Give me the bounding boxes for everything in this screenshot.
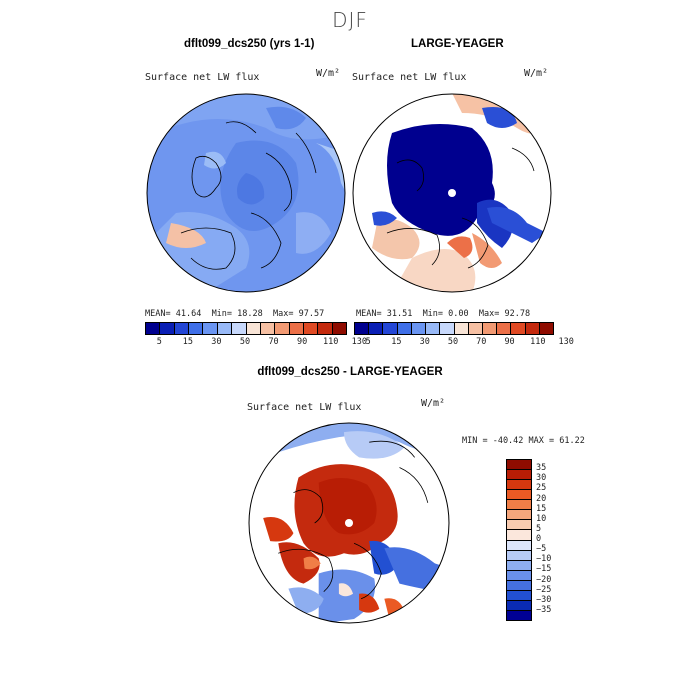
colorbar-tick-label: 110 [323,337,339,347]
left-panel-title: dflt099_dcs250 (yrs 1-1) [184,38,315,50]
diff-colorbar-ticks: 35 30 25 20 15 10 5 0 −5 −10 −15 −20 −25 −30 −35 [536,459,586,621]
left-stats: MEAN= 41.64 Min= 18.28 Max= 97.57 [145,309,325,319]
colorbar-tick-label: 10 [536,513,547,524]
colorbar-tick-label: −25 [536,584,552,595]
colorbar-tick-label: 130 [351,337,367,347]
colorbar-swatch [289,323,304,334]
colorbar-swatch [174,323,190,334]
colorbar-swatch [525,323,540,334]
colorbar-swatch [507,470,531,481]
colorbar-swatch [507,570,531,581]
colorbar-swatch [160,323,175,334]
colorbar-tick-label: 35 [536,463,547,474]
colorbar-swatch [507,610,531,620]
colorbar-tick-label: 90 [504,337,515,347]
colorbar-tick-label: 15 [391,337,402,347]
colorbar-swatch [426,323,441,334]
colorbar-swatch [369,323,384,334]
colorbar-swatch [507,550,531,561]
colorbar-swatch [217,323,233,334]
colorbar-swatch [203,323,218,334]
right-colorbar-ticks: 5 15 30 50 70 90 110 130 [354,337,574,349]
colorbar-tick-label: 30 [211,337,222,347]
colorbar-swatch [511,323,526,334]
colorbar-swatch [507,590,531,601]
colorbar-tick-label: 30 [419,337,430,347]
diff-units-label: W/m² [421,398,446,409]
left-colorbar [145,322,347,335]
right-units-label: W/m² [524,68,549,79]
colorbar-swatch [246,323,261,334]
colorbar-tick-label: 130 [558,337,574,347]
colorbar-swatch [507,530,531,541]
colorbar-tick-label: −5 [536,544,547,555]
colorbar-swatch [507,460,531,471]
colorbar-tick-label: −20 [536,574,552,585]
colorbar-swatch [318,323,333,334]
right-field-label: Surface net LW flux [352,72,467,83]
colorbar-tick-label: −10 [536,554,552,565]
colorbar-swatch [397,323,412,334]
colorbar-tick-label: 5 [536,523,542,534]
colorbar-swatch [539,323,554,334]
colorbar-swatch [468,323,483,334]
colorbar-swatch [275,323,290,334]
colorbar-tick-label: 30 [536,473,547,484]
colorbar-swatch [507,600,531,611]
right-panel-title: LARGE-YEAGER [411,38,504,50]
colorbar-swatch [507,480,531,491]
colorbar-swatch [482,323,498,334]
colorbar-swatch [332,323,347,334]
right-stats: MEAN= 31.51 Min= 0.00 Max= 92.78 [356,309,531,319]
colorbar-swatch [260,323,276,334]
diff-field-label: Surface net LW flux [247,402,362,413]
colorbar-swatch [232,323,247,334]
colorbar-swatch [507,560,531,571]
colorbar-swatch [146,323,161,334]
left-colorbar-ticks: 5 15 30 50 70 90 110 130 [145,337,367,349]
left-units-label: W/m² [316,68,341,79]
colorbar-tick-label: 90 [297,337,308,347]
colorbar-swatch [383,323,398,334]
diff-colorbar [506,459,532,621]
colorbar-swatch [440,323,455,334]
colorbar-tick-label: 15 [536,503,547,514]
colorbar-swatch [454,323,469,334]
colorbar-tick-label: 5 [365,337,371,347]
colorbar-swatch [507,540,531,551]
colorbar-tick-label: 0 [536,534,542,544]
left-field-label: Surface net LW flux [145,72,260,83]
right-polar-map [352,93,552,293]
figure-season-title: DJF [332,8,368,32]
colorbar-tick-label: −15 [536,564,552,575]
colorbar-swatch [507,520,531,531]
colorbar-tick-label: 25 [536,483,547,494]
diff-minmax: MIN = -40.42 MAX = 61.22 [462,436,585,446]
colorbar-swatch [507,510,531,521]
colorbar-tick-label: 5 [156,337,162,347]
colorbar-tick-label: 70 [268,337,279,347]
colorbar-swatch [507,500,531,511]
diff-panel-title: dflt099_dcs250 - LARGE-YEAGER [257,366,443,378]
colorbar-tick-label: 20 [536,493,547,504]
colorbar-swatch [189,323,204,334]
colorbar-swatch [411,323,427,334]
left-polar-map [146,93,346,293]
colorbar-swatch [355,323,370,334]
colorbar-tick-label: −35 [536,604,552,615]
colorbar-tick-label: 110 [530,337,546,347]
colorbar-swatch [497,323,512,334]
colorbar-tick-label: 50 [447,337,459,347]
colorbar-tick-label: 15 [182,337,193,347]
colorbar-swatch [507,490,531,501]
diff-polar-map [248,422,450,624]
colorbar-tick-label: 50 [239,337,251,347]
colorbar-tick-label: 70 [476,337,487,347]
colorbar-tick-label: −30 [536,594,552,605]
right-colorbar [354,322,554,335]
colorbar-swatch [507,580,531,591]
colorbar-swatch [303,323,319,334]
